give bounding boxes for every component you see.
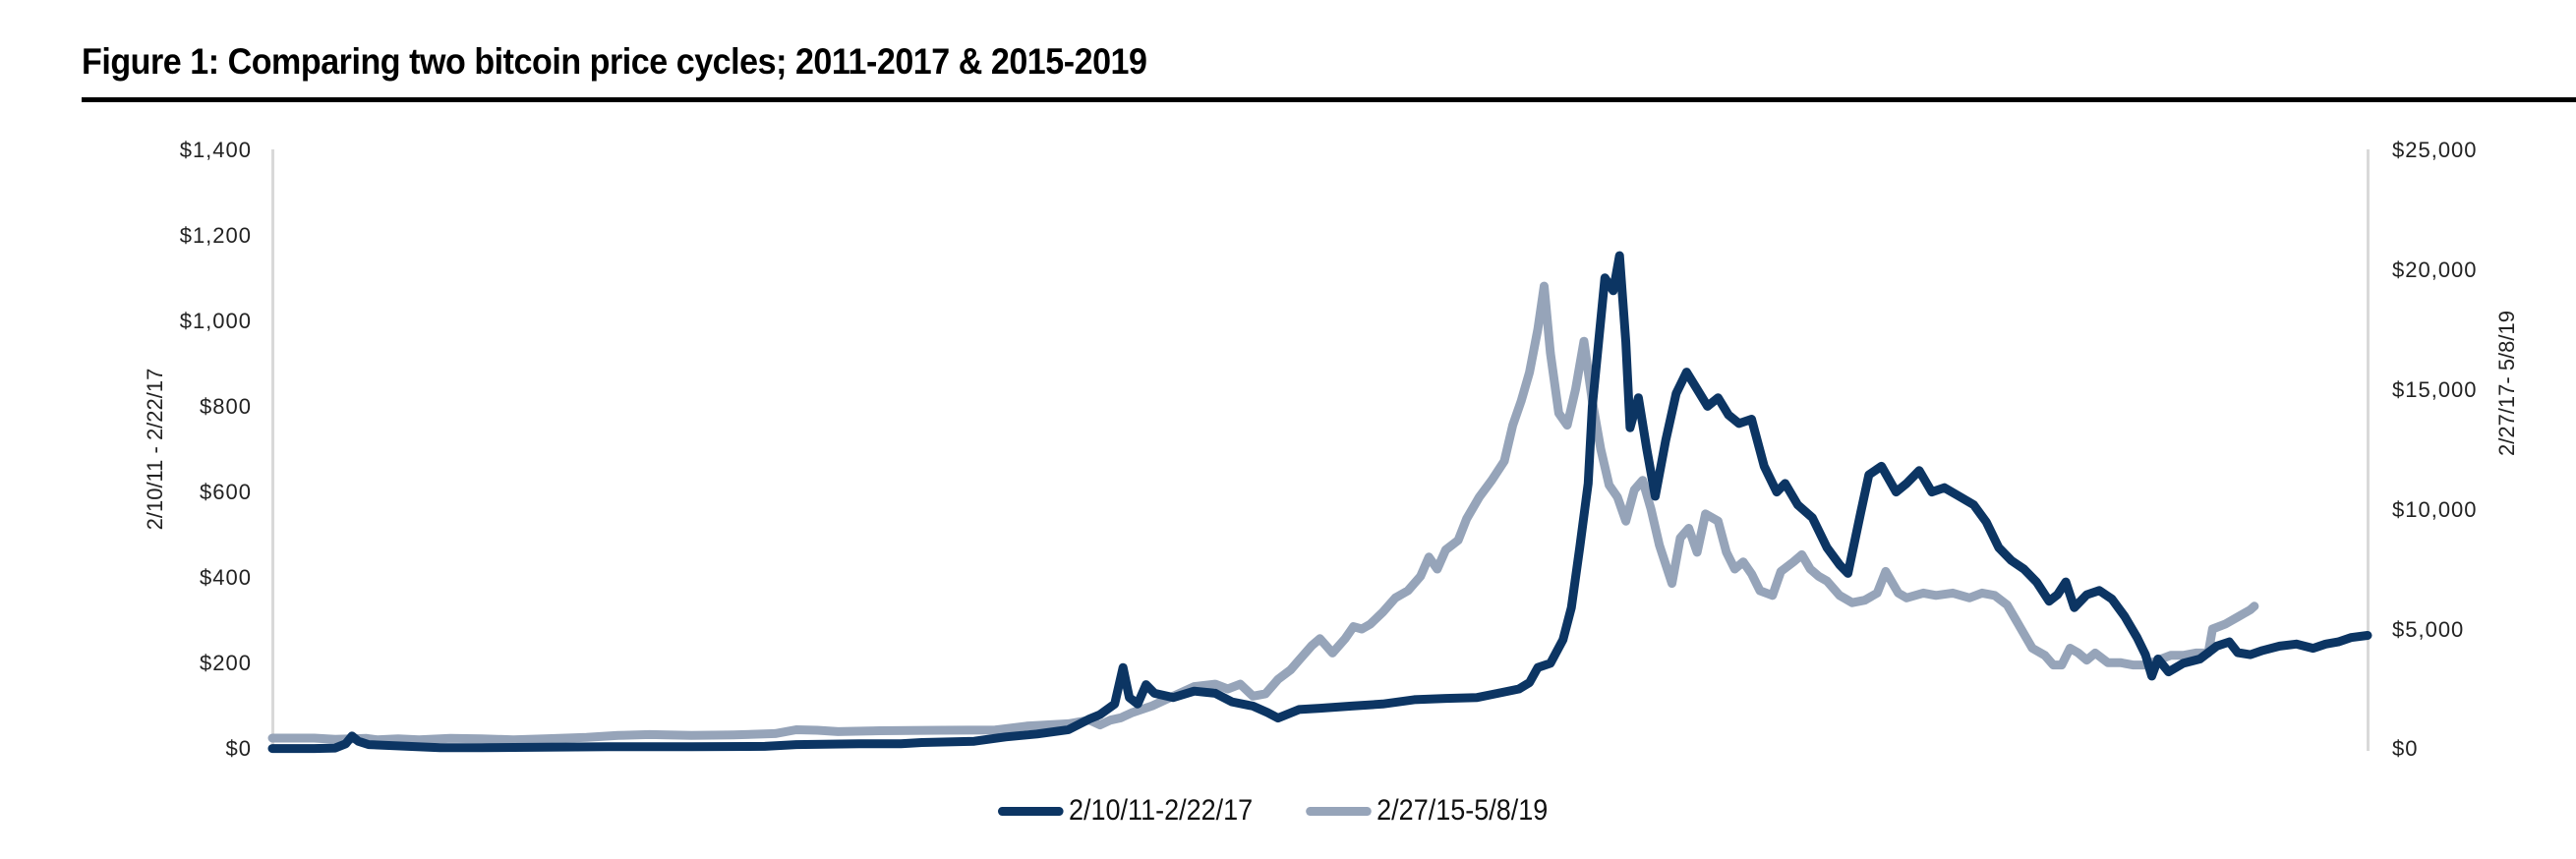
series-line-2015-2019 — [267, 281, 2259, 745]
left-axis-line — [271, 149, 274, 751]
left-tick: $1,000 — [179, 309, 252, 333]
series-line-2011-2017 — [267, 251, 2372, 754]
right-axis-line — [2367, 149, 2370, 751]
legend-item-2011-2017: 2/10/11-2/22/17 — [998, 794, 1253, 828]
figure-title: Figure 1: Comparing two bitcoin price cy… — [82, 41, 1147, 82]
title-rule — [82, 97, 2576, 102]
right-tick: $15,000 — [2392, 377, 2478, 402]
left-tick: $200 — [200, 651, 252, 675]
right-tick: $25,000 — [2392, 138, 2478, 162]
legend-swatch-dark — [998, 806, 1064, 816]
legend-label: 2/27/15-5/8/19 — [1376, 794, 1549, 827]
left-tick: $0 — [225, 736, 252, 761]
legend-label: 2/10/11-2/22/17 — [1069, 794, 1254, 827]
left-tick: $600 — [200, 480, 252, 504]
left-tick: $1,200 — [179, 223, 252, 248]
right-tick: $20,000 — [2392, 258, 2478, 282]
left-tick: $400 — [200, 565, 252, 590]
legend-item-2015-2019: 2/27/15-5/8/19 — [1306, 794, 1548, 828]
left-tick: $800 — [200, 394, 252, 419]
right-tick: $0 — [2392, 736, 2419, 761]
left-tick: $1,400 — [179, 138, 252, 162]
right-tick: $10,000 — [2392, 497, 2478, 522]
legend-swatch-light — [1306, 806, 1372, 816]
right-tick: $5,000 — [2392, 617, 2465, 642]
chart-legend: 2/10/11-2/22/17 2/27/15-5/8/19 — [998, 794, 1601, 828]
